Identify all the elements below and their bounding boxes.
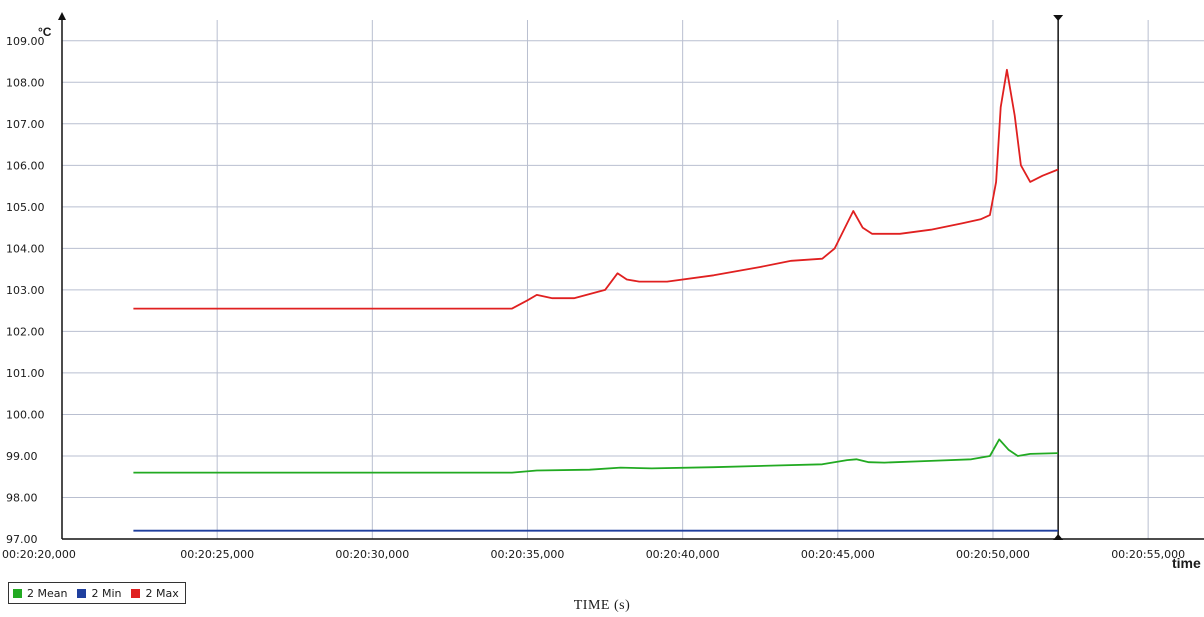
x-tick-label: 00:20:45,000 — [801, 548, 875, 561]
y-tick-label: 106.00 — [6, 159, 45, 172]
time-cursor-top-marker — [1053, 15, 1064, 21]
x-tick-label: 00:20:55,000 — [1111, 548, 1185, 561]
y-tick-label: 108.00 — [6, 76, 45, 89]
y-tick-label: 101.00 — [6, 367, 45, 380]
tick-labels: 109.00 108.00 107.00 106.00 105.00 104.00 103.… — [2, 35, 1185, 561]
y-axis-arrow — [58, 12, 66, 20]
y-tick-label: 109.00 — [6, 35, 45, 48]
series-lines — [133, 68, 1059, 532]
y-tick-label: 99.00 — [6, 450, 38, 463]
legend: 2 Mean 2 Min 2 Max — [8, 582, 186, 604]
y-tick-label: 98.00 — [6, 491, 38, 504]
legend-label-min: 2 Min — [91, 586, 122, 600]
x-tick-label: 00:20:35,000 — [491, 548, 565, 561]
y-tick-label: 105.00 — [6, 201, 45, 214]
y-tick-label: 107.00 — [6, 118, 45, 131]
legend-label-mean: 2 Mean — [27, 586, 68, 600]
x-tick-label: 00:20:25,000 — [180, 548, 254, 561]
min-swatch — [77, 588, 87, 598]
x-tick-label: 00:20:20,000 — [2, 548, 76, 561]
y-axis-unit: °C — [38, 25, 52, 39]
legend-item-max: 2 Max — [131, 586, 179, 600]
y-tick-label: 102.00 — [6, 325, 45, 338]
x-axis-word: time — [1172, 555, 1201, 571]
time-cursor-bottom-marker — [1053, 534, 1064, 540]
axes — [58, 12, 1204, 540]
figure-caption: TIME (s) — [573, 598, 631, 613]
y-tick-label: 103.00 — [6, 284, 45, 297]
legend-item-mean: 2 Mean — [13, 587, 67, 600]
temperature-chart: 109.00 108.00 107.00 106.00 105.00 104.00 103.… — [2, 12, 1204, 571]
mean-swatch — [13, 588, 22, 598]
series-line-2-mean — [133, 438, 1059, 474]
gridlines — [62, 20, 1204, 539]
x-tick-label: 00:20:40,000 — [646, 548, 720, 561]
legend-item-min: 2 Min — [77, 587, 121, 600]
max-swatch — [131, 588, 141, 598]
legend-label-max: 2 Max — [145, 586, 179, 600]
x-tick-label: 00:20:50,000 — [956, 548, 1030, 561]
y-tick-label: 97.00 — [6, 533, 38, 546]
y-tick-label: 100.00 — [6, 408, 45, 421]
x-tick-label: 00:20:30,000 — [335, 548, 409, 561]
y-tick-label: 104.00 — [6, 242, 45, 255]
series-line-2-max — [133, 68, 1059, 310]
